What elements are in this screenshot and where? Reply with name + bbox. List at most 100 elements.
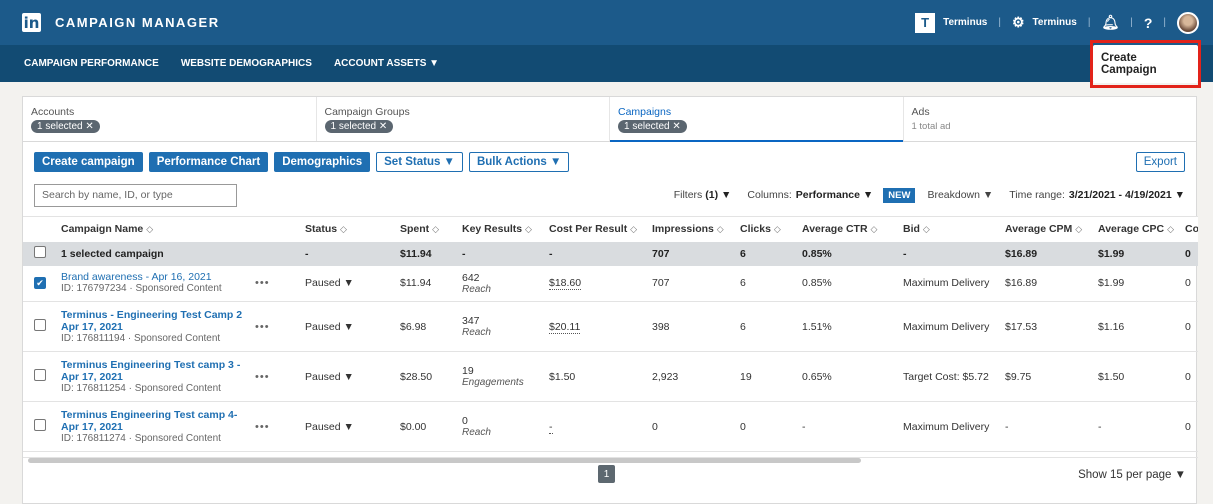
header-impressions[interactable]: Impressions ◇ [652,216,740,242]
status-dropdown[interactable]: Paused ▼ [305,265,400,302]
header-status[interactable]: Status ◇ [305,216,400,242]
more-options-icon[interactable]: ••• [255,370,270,383]
sort-icon[interactable]: ◇ [432,224,440,235]
header-label: Impressions [652,223,714,236]
cpr-value[interactable]: $20.11 [549,320,581,334]
settings-account-name[interactable]: Terminus [1032,17,1077,28]
tab-accounts[interactable]: Accounts 1 selected ✕ [23,97,317,141]
breakdown-dropdown[interactable]: Breakdown ▼ [927,189,994,201]
nav-campaign-performance[interactable]: CAMPAIGN PERFORMANCE [24,58,159,69]
key-results-cell: 19 Engagements [462,351,549,402]
selection-pill[interactable]: 1 selected ✕ [31,120,100,133]
row-checkbox[interactable]: ✔ [34,277,46,290]
nav-bar: CAMPAIGN PERFORMANCE WEBSITE DEMOGRAPHIC… [0,45,1213,82]
campaign-name-link[interactable]: Terminus Engineering Test camp 4- Apr 17… [61,408,238,433]
horizontal-scrollbar[interactable] [28,458,861,463]
select-all-checkbox[interactable] [34,246,46,258]
bulk-actions-dropdown[interactable]: Bulk Actions ▼ [468,151,570,172]
ctr-cell: - [802,401,903,452]
demographics-button[interactable]: Demographics [274,151,371,172]
header-campaign-name[interactable]: Campaign Name ◇ [61,216,255,242]
summary-name: 1 selected campaign [61,241,255,266]
sort-icon[interactable]: ◇ [630,224,638,235]
filters-dropdown[interactable]: Filters (1) ▼ [674,189,732,201]
tab-ads[interactable]: Ads 1 total ad [904,97,1197,141]
header-label: Spent [400,223,430,236]
sort-icon[interactable]: ◇ [773,224,781,235]
table-row[interactable]: Terminus Engineering Test camp 4- Apr 17… [23,401,1198,452]
header-average-cpm[interactable]: Average CPM ◇ [1005,216,1098,242]
table-row[interactable]: ✔ Brand awareness - Apr 16, 2021 ID: 176… [23,265,1198,302]
table-row[interactable]: Terminus Engineering Test camp 3 - Apr 1… [23,351,1198,402]
performance-chart-button[interactable]: Performance Chart [148,151,269,172]
tab-campaigns[interactable]: Campaigns 1 selected ✕ [610,97,904,142]
set-status-dropdown[interactable]: Set Status ▼ [376,151,463,172]
sort-icon[interactable]: ◇ [716,224,724,235]
header-conversions[interactable]: Cor [1185,216,1198,242]
cpm-cell: $17.53 [1005,301,1098,352]
more-options-icon[interactable]: ••• [255,277,270,290]
avatar[interactable] [1177,11,1199,34]
status-dropdown[interactable]: Paused ▼ [305,351,400,402]
status-dropdown[interactable]: Paused ▼ [305,301,400,352]
page-1-button[interactable]: 1 [598,465,615,483]
header-average-cpc[interactable]: Average CPC ◇ [1098,216,1185,242]
top-bar-right: T Terminus | ⚙ Terminus | 🔔︎ | ? | [915,11,1199,34]
nav-account-assets[interactable]: ACCOUNT ASSETS ▼ [333,58,440,69]
header-label: Average CTR [802,223,868,236]
header-average-ctr[interactable]: Average CTR ◇ [802,216,903,242]
sort-icon[interactable]: ◇ [1167,224,1174,235]
row-checkbox-cell [23,351,61,402]
export-button[interactable]: Export [1135,151,1185,172]
account-logo-icon[interactable]: T [915,12,936,33]
sort-icon[interactable]: ◇ [922,224,930,235]
search-input[interactable] [34,183,237,207]
cpr-value[interactable]: $18.60 [549,277,582,291]
create-campaign-top-button[interactable]: Create Campaign [1093,45,1198,83]
tab-campaign-groups[interactable]: Campaign Groups 1 selected ✕ [317,97,610,141]
account-name[interactable]: Terminus [943,17,988,28]
columns-dropdown[interactable]: Performance ▼ [795,189,874,201]
summary-status: - [305,241,400,266]
sort-icon[interactable]: ◇ [146,224,154,235]
gear-icon[interactable]: ⚙ [1011,14,1025,30]
row-checkbox[interactable] [34,319,46,331]
cpr-value[interactable]: - [549,420,553,434]
cpc-cell: $1.16 [1098,301,1185,352]
bid-cell: Target Cost: $5.72 [903,351,1005,402]
more-options-icon[interactable]: ••• [255,420,270,433]
horizontal-scroll-track[interactable] [23,457,1198,464]
sort-icon[interactable]: ◇ [340,224,347,235]
divider: | [1087,17,1091,28]
sort-icon[interactable]: ◇ [870,224,878,235]
sort-icon[interactable]: ◇ [1075,224,1083,235]
create-campaign-button[interactable]: Create campaign [34,151,143,172]
time-range-dropdown[interactable]: 3/21/2021 - 4/19/2021 ▼ [1068,189,1185,201]
header-bid[interactable]: Bid ◇ [903,216,1005,242]
header-clicks[interactable]: Clicks ◇ [740,216,802,242]
selection-pill[interactable]: 1 selected ✕ [324,120,394,133]
row-checkbox[interactable] [34,419,46,431]
tab-label: Campaigns [618,106,672,118]
campaign-name-link[interactable]: Terminus - Engineering Test Camp 2 Apr 1… [61,308,243,333]
campaign-name-link[interactable]: Brand awareness - Apr 16, 2021 [61,271,212,284]
nav-website-demographics[interactable]: WEBSITE DEMOGRAPHICS [180,58,312,69]
header-key-results[interactable]: Key Results ◇ [462,216,549,242]
help-icon[interactable]: ? [1143,14,1153,31]
linkedin-logo-icon[interactable]: in [22,13,41,32]
per-page-dropdown[interactable]: Show 15 per page ▼ [1078,469,1186,481]
selection-pill[interactable]: 1 selected ✕ [618,120,687,133]
status-dropdown[interactable]: Paused ▼ [305,401,400,452]
bid-cell: Maximum Delivery [903,301,1005,352]
filters-label: Filters [673,189,703,201]
sort-icon[interactable]: ◇ [525,224,532,235]
table-row[interactable]: Terminus - Engineering Test Camp 2 Apr 1… [23,301,1198,352]
header-spent[interactable]: Spent ◇ [400,216,462,242]
more-options-icon[interactable]: ••• [255,320,270,333]
header-cost-per-result[interactable]: Cost Per Result ◇ [549,216,652,242]
row-checkbox[interactable] [34,369,46,381]
bell-icon[interactable]: 🔔︎ [1101,14,1120,30]
conv-cell: 0 [1185,301,1198,352]
campaign-name-link[interactable]: Terminus Engineering Test camp 3 - Apr 1… [61,358,241,383]
filters-count: (1) ▼ [705,189,732,201]
